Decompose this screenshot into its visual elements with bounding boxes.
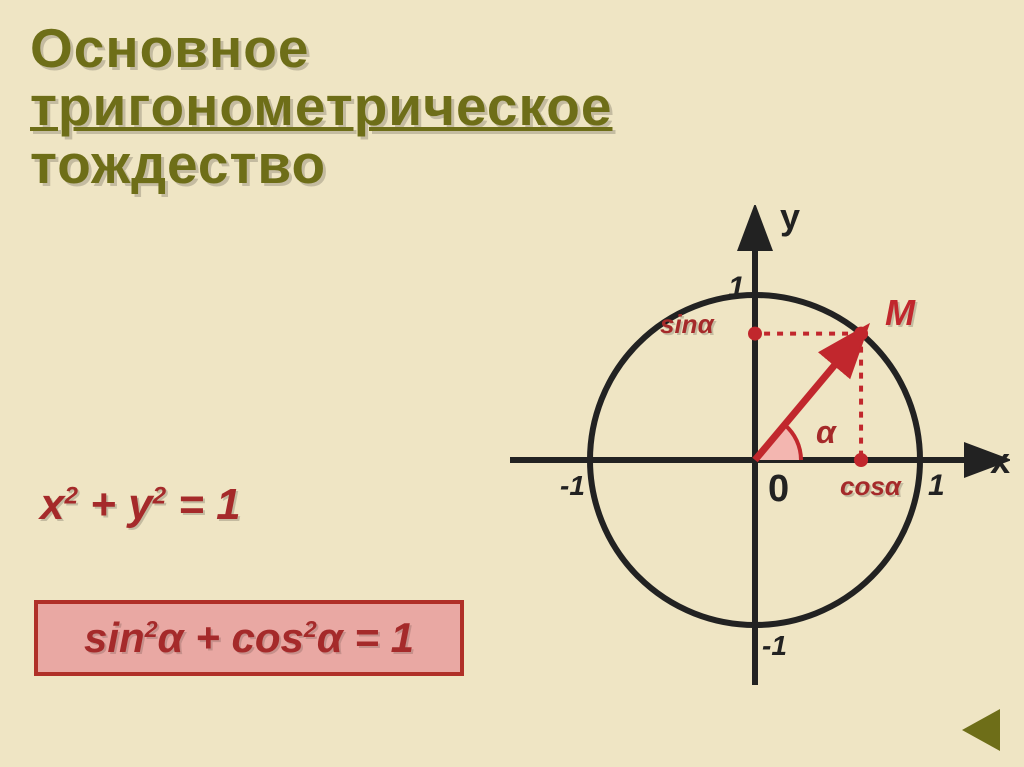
diagram-label-sina: sinα (660, 309, 716, 339)
diagram-label-x: x (990, 440, 1010, 481)
diagram-label-cosa: cosα (840, 471, 903, 501)
diagram-label-zero: 0 (768, 468, 789, 510)
diagram-label-one_top: 1 (728, 271, 745, 304)
slide-title: Основное тригонометрическое тождество (30, 20, 612, 193)
eq1-p2: + y (78, 480, 153, 529)
triangle-left-icon (956, 705, 1006, 755)
identity-box: sin2α + cos2α = 1 (34, 600, 464, 676)
prev-slide-button[interactable] (956, 705, 1006, 755)
id-p3: 2 (304, 616, 317, 642)
eq1-p4: = 1 (166, 480, 241, 529)
unit-circle-diagram: y x 1 1 -1 -1 0 Msinα cosαα (500, 205, 1010, 715)
title-line-1: Основное (30, 20, 612, 78)
diagram-label-alpha: α (816, 414, 837, 450)
diagram-label-M: M (885, 292, 916, 333)
diagram-label-neg1_bot: -1 (762, 630, 787, 661)
id-p0: sin (84, 614, 145, 661)
diagram-label-y: y (780, 205, 800, 237)
diagram-label-neg1_left: -1 (560, 470, 585, 501)
eq1-p3: 2 (153, 482, 166, 509)
eq1-p0: x (40, 480, 64, 529)
title-line-3: тождество (30, 136, 612, 194)
id-p4: α = 1 (317, 614, 414, 661)
slide: Основное тригонометрическое тождество x2… (0, 0, 1024, 767)
id-p2: α + cos (158, 614, 304, 661)
eq1-p1: 2 (64, 482, 77, 509)
diagram-label-one_right: 1 (928, 469, 945, 502)
id-p1: 2 (145, 616, 158, 642)
title-line-2: тригонометрическое (30, 78, 612, 136)
equation-circle: x2 + y2 = 1 (40, 480, 241, 530)
